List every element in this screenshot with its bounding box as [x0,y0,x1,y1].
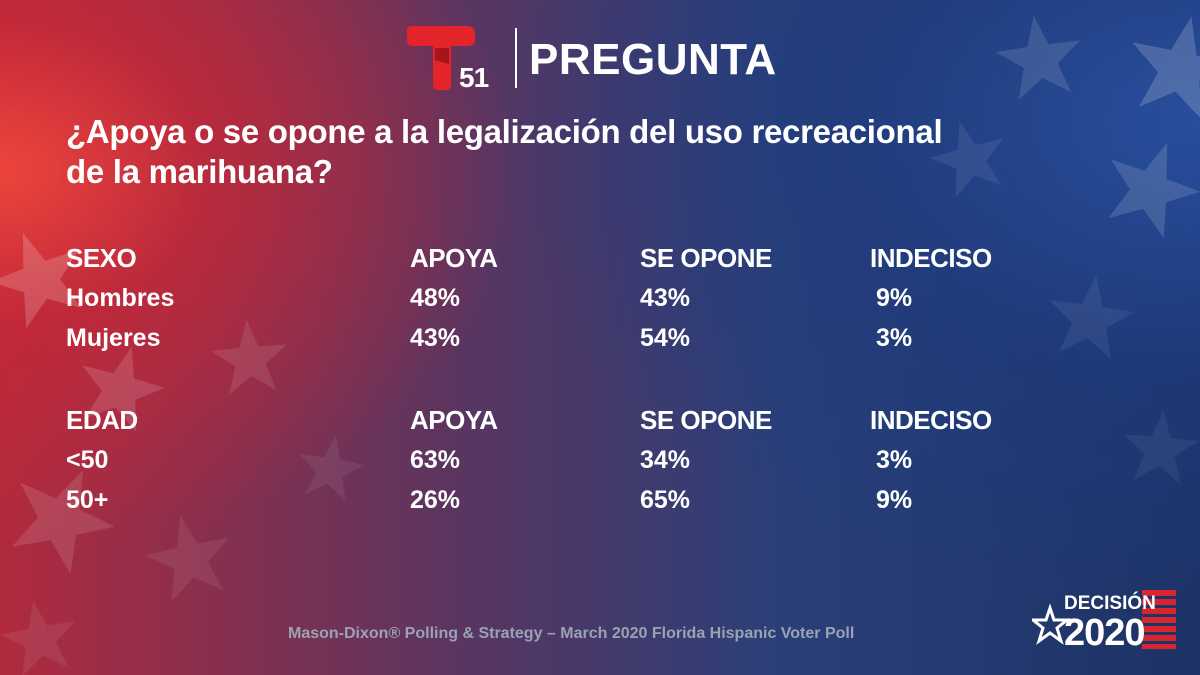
oppose-value: 43% [640,284,691,312]
undecided-value: 3% [876,446,913,474]
badge-year: 2020 [1064,612,1145,650]
decision-2020-badge: DECISIÓN 2020 [1032,590,1176,650]
logo-divider [515,28,517,88]
support-value: 26% [410,486,461,514]
flag-stripes [1142,590,1176,649]
oppose-value: 54% [640,324,691,352]
header-oppose: SE OPONE [640,243,772,273]
undecided-value: 3% [876,324,913,352]
badge-word: DECISIÓN [1064,592,1156,614]
telemundo-t-icon [407,26,475,90]
oppose-value: 65% [640,486,691,514]
undecided-value: 9% [876,486,913,514]
row-label: Mujeres [66,324,161,352]
row-label: Hombres [66,284,175,312]
page-title: PREGUNTA [529,35,777,84]
header-undecided: INDECISO [870,405,992,435]
star-icon [1032,603,1072,645]
header-support: APOYA [410,405,498,435]
oppose-value: 34% [640,446,691,474]
row-label: <50 [66,446,109,474]
poll-question: ¿Apoya o se opone a la legalización del … [66,113,943,190]
source-footer: Mason-Dixon® Polling & Strategy – March … [288,625,855,642]
support-value: 48% [410,284,461,312]
row-label: 50+ [66,486,109,514]
header-support: APOYA [410,243,498,273]
telemundo-51-logo: 51 PREGUNTA [405,24,805,94]
header-undecided: INDECISO [870,243,992,273]
support-value: 43% [410,324,461,352]
header-group: EDAD [66,405,138,435]
channel-number: 51 [459,62,489,93]
header-group: SEXO [66,243,137,273]
header-oppose: SE OPONE [640,405,772,435]
undecided-value: 9% [876,284,913,312]
support-value: 63% [410,446,461,474]
